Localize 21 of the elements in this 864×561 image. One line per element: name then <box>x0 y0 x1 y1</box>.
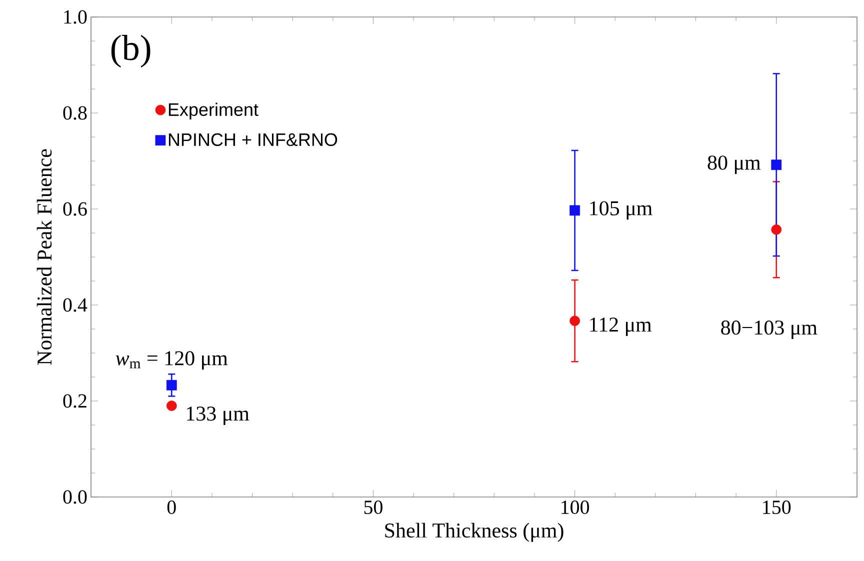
y-tick-label: 0.2 <box>63 394 86 408</box>
x-tick-label: 50 <box>364 500 382 514</box>
legend-label: NPINCH + INF&RNO <box>168 133 338 146</box>
x-tick-label: 150 <box>763 500 791 514</box>
x-tick-label: 0 <box>167 500 176 514</box>
annotation: 133 μm <box>186 406 250 425</box>
annotation: 112 μm <box>590 318 652 336</box>
y-tick-label: 0.8 <box>63 106 87 120</box>
y-tick-label: 0.6 <box>63 202 87 216</box>
y-tick-label: 0.0 <box>63 490 87 504</box>
annotation: (b) <box>111 34 150 68</box>
annotation: 80 μm <box>708 156 761 174</box>
annotation: 105 μm <box>590 201 652 220</box>
legend-label: Experiment <box>168 102 258 120</box>
y-axis-title: Normalized Peak Fluence <box>36 149 52 365</box>
annotation: 80−103 μm <box>721 320 818 339</box>
y-tick-label: 0.4 <box>63 298 88 312</box>
x-tick-label: 100 <box>562 500 590 514</box>
annotation: w$_{m}$ = 120 μm <box>116 351 228 370</box>
x-axis-title: Shell Thickness (μm) <box>385 522 564 542</box>
y-tick-label: 1.0 <box>64 10 87 24</box>
